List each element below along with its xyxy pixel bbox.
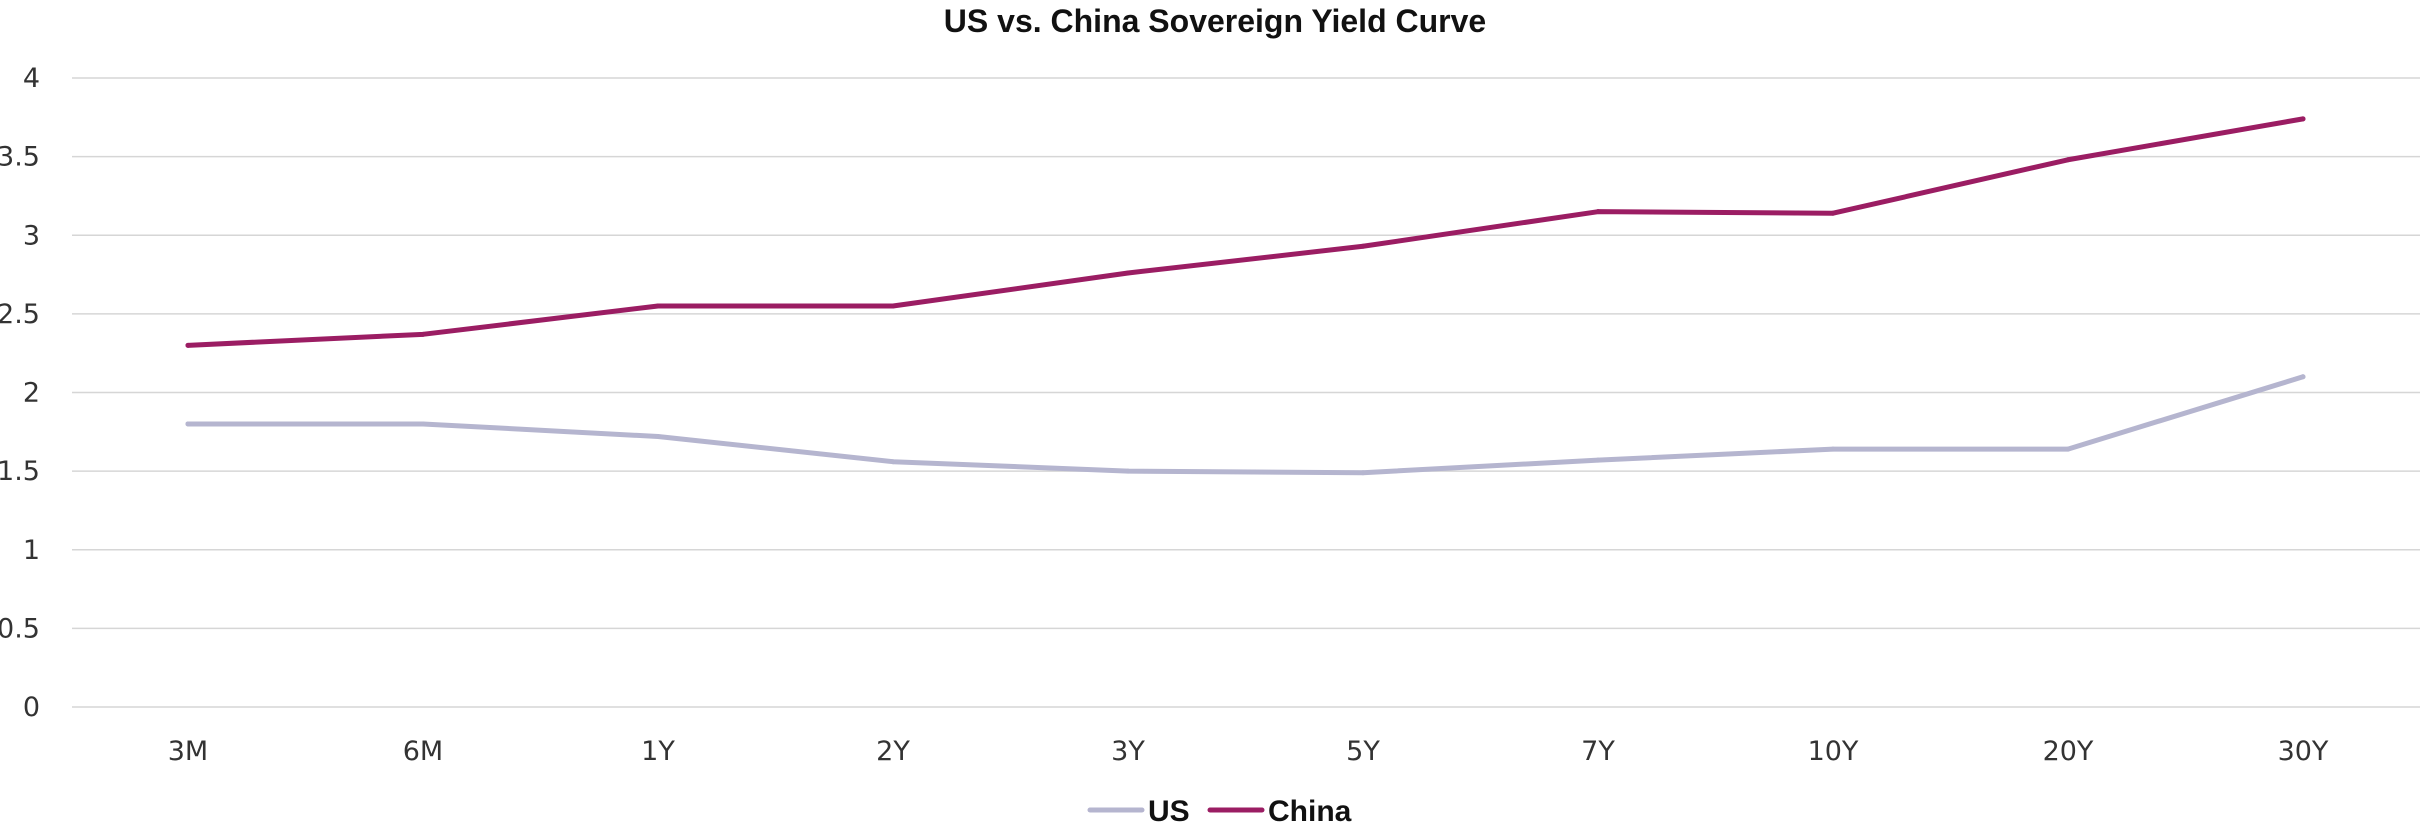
data-point-us <box>2300 374 2306 380</box>
data-point-china <box>2300 116 2306 122</box>
data-point-us <box>1595 457 1601 463</box>
data-point-china <box>655 303 661 309</box>
y-tick-label: 3 <box>23 220 40 251</box>
x-tick-label: 3M <box>168 736 208 767</box>
data-point-us <box>655 434 661 440</box>
gridlines <box>72 77 2420 708</box>
data-point-us <box>185 421 191 427</box>
x-tick-label: 30Y <box>2278 736 2329 767</box>
x-tick-label: 1Y <box>641 736 675 767</box>
data-point-us <box>420 421 426 427</box>
x-tick-label: 6M <box>403 736 443 767</box>
data-point-china <box>2065 157 2071 163</box>
y-tick-label: 1 <box>23 535 40 566</box>
data-point-china <box>420 331 426 337</box>
data-point-china <box>890 303 896 309</box>
x-axis-ticks: 3M 6M 1Y 2Y 3Y 5Y 7Y 10Y 20Y 30Y <box>168 736 2329 767</box>
x-tick-label: 7Y <box>1581 736 1615 767</box>
data-point-china <box>1360 243 1366 249</box>
series-line-us <box>185 374 2306 476</box>
y-tick-label: 0.5 <box>0 613 40 644</box>
series-line-china <box>185 116 2306 348</box>
y-tick-label: 0 <box>23 692 40 723</box>
x-tick-label: 2Y <box>876 736 910 767</box>
y-axis-ticks: 0 0.5 1 1.5 2 2.5 3 3.5 4 <box>0 63 40 723</box>
x-tick-label: 10Y <box>1808 736 1859 767</box>
data-point-us <box>890 459 896 465</box>
series-lines <box>185 116 2306 476</box>
legend-label-us: US <box>1148 795 1190 828</box>
x-tick-label: 3Y <box>1111 736 1145 767</box>
data-point-china <box>1595 209 1601 215</box>
data-point-china <box>1125 270 1131 276</box>
data-point-china <box>185 342 191 348</box>
legend: US China <box>1087 795 1352 828</box>
x-tick-label: 20Y <box>2043 736 2094 767</box>
y-tick-label: 2.5 <box>0 299 40 330</box>
y-tick-label: 3.5 <box>0 142 40 173</box>
y-tick-label: 2 <box>23 378 40 409</box>
data-point-us <box>1360 470 1366 476</box>
x-tick-label: 5Y <box>1346 736 1380 767</box>
data-point-us <box>1125 468 1131 474</box>
data-point-us <box>1830 446 1836 452</box>
chart-title: US vs. China Sovereign Yield Curve <box>944 3 1486 39</box>
y-tick-label: 4 <box>23 63 40 94</box>
legend-label-china: China <box>1268 795 1352 828</box>
y-tick-label: 1.5 <box>0 456 40 487</box>
data-point-china <box>1830 210 1836 216</box>
data-point-us <box>2065 446 2071 452</box>
